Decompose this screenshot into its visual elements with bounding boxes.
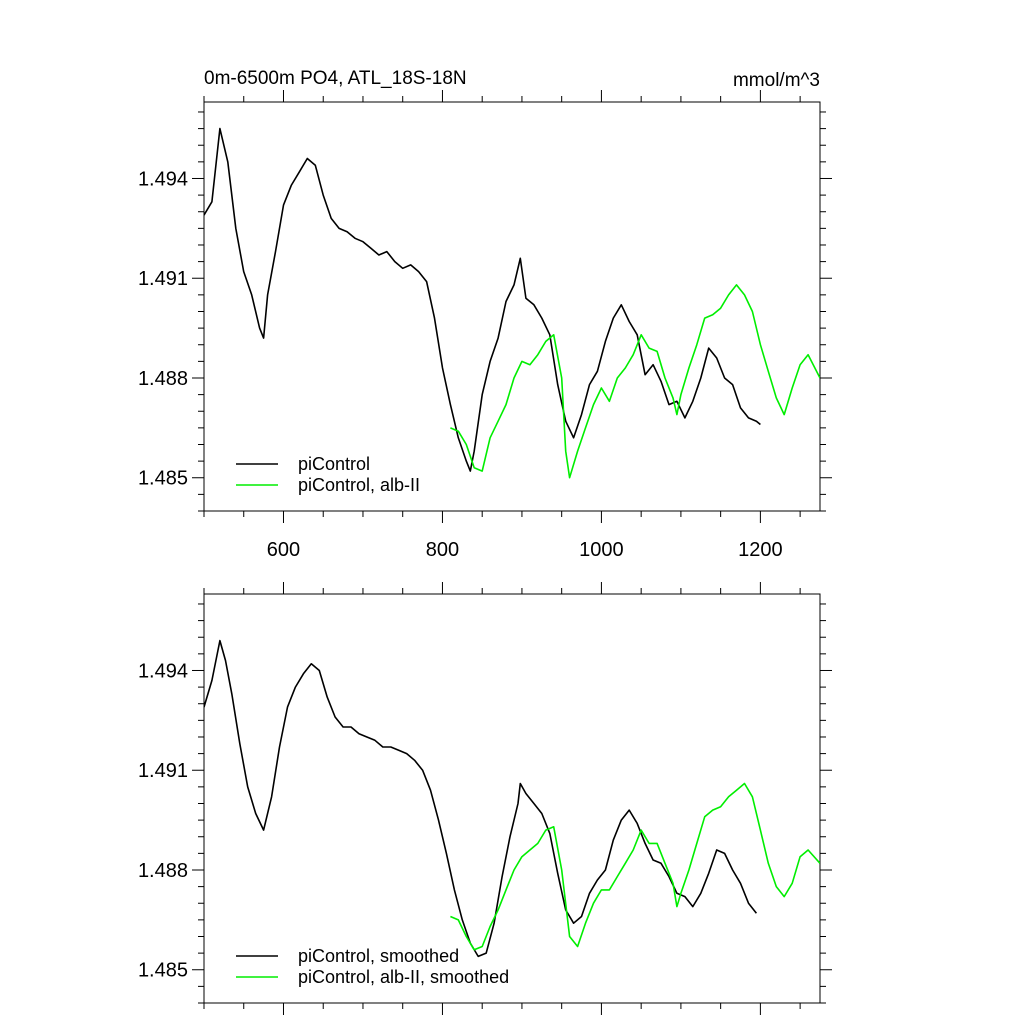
y-tick-label: 1.485 [138, 468, 188, 490]
x-tick-label: 600 [267, 539, 300, 561]
y-tick-label: 1.491 [138, 268, 188, 290]
series-line-alb-ii [450, 782, 820, 951]
y-tick-label: 1.491 [138, 760, 188, 782]
unit-label: mmol/m^3 [733, 70, 820, 91]
bottom-panel: 1.485 1.488 1.491 1.494 piControl, smoothedp… [138, 582, 832, 1015]
plot-frame [203, 101, 821, 512]
legend-label: piControl, alb-II, smoothed [298, 967, 509, 987]
x-tick-label: 1000 [579, 539, 624, 561]
x-tick-label: 800 [426, 539, 459, 561]
legend-label: piControl, smoothed [298, 946, 459, 966]
series-line-alb-ii [450, 284, 820, 479]
series-line-picontrol [204, 127, 761, 472]
y-tick-label: 1.494 [138, 168, 188, 190]
y-tick-label: 1.488 [138, 860, 188, 882]
chart-title: 0m-6500m PO4, ATL_18S-18N [204, 68, 467, 89]
y-tick-label: 1.485 [138, 960, 188, 982]
series-line-picontrol [204, 639, 758, 958]
x-tick-label: 1200 [738, 539, 783, 561]
plot-frame [203, 593, 821, 1004]
y-tick-label: 1.488 [138, 368, 188, 390]
legend-label: piControl [298, 454, 370, 474]
top-panel: 0m-6500m PO4, ATL_18S-18N mmol/m^3 1.485… [138, 68, 832, 561]
legend-label: piControl, alb-II [298, 475, 420, 495]
y-tick-label: 1.494 [138, 660, 188, 682]
